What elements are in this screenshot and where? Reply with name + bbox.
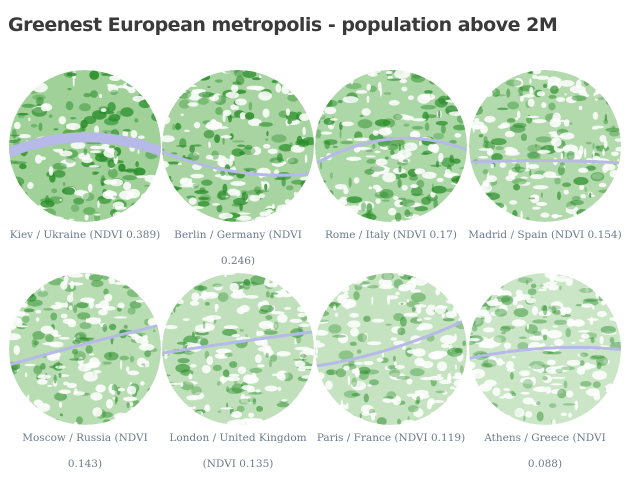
caption: Berlin / Germany (NDVI 0.246): [174, 229, 302, 267]
city-map: [315, 273, 467, 425]
caption: London / United Kingdom (NDVI 0.135): [169, 432, 307, 470]
caption: Moscow / Russia (NDVI 0.143): [22, 432, 148, 470]
city-map: [162, 70, 314, 222]
caption: Paris / France (NDVI 0.119): [316, 432, 466, 444]
caption: Rome / Italy (NDVI 0.17): [325, 229, 457, 241]
caption: Athens / Greece (NDVI 0.088): [484, 432, 606, 470]
caption: Kiev / Ukraine (NDVI 0.389): [9, 229, 161, 241]
city-map: [469, 273, 621, 425]
city-map: [9, 273, 161, 425]
caption: Madrid / Spain (NDVI 0.154): [468, 229, 622, 241]
city-map: [469, 70, 621, 222]
title: Greenest European metropolis - populatio…: [8, 14, 558, 36]
city-map: [315, 70, 467, 222]
city-map: [9, 70, 161, 222]
city-map: [162, 273, 314, 425]
